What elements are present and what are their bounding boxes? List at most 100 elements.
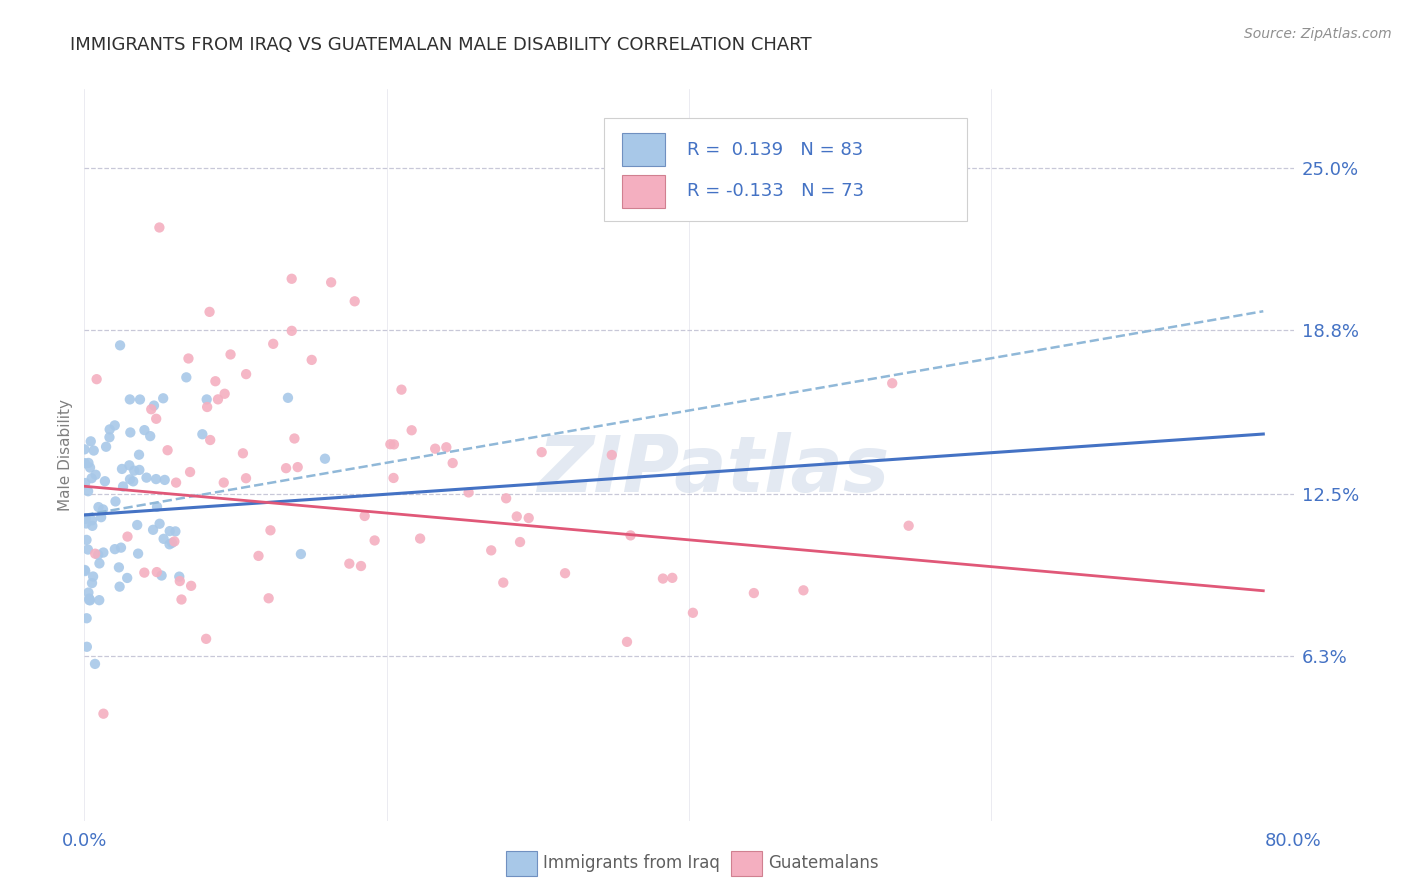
- Point: [79, 460, 101, 475]
- Point: [152, 532, 174, 546]
- Point: [277, 391, 299, 405]
- Point: [274, 461, 297, 475]
- Point: [257, 591, 280, 606]
- Point: [391, 383, 413, 397]
- Point: [219, 347, 242, 361]
- Point: [82, 519, 104, 533]
- Point: [148, 220, 170, 235]
- Point: [77, 542, 100, 557]
- Y-axis label: Male Disability: Male Disability: [58, 399, 73, 511]
- Point: [93, 545, 115, 559]
- Point: [619, 528, 641, 542]
- Point: [122, 464, 145, 478]
- Point: [76, 640, 98, 654]
- Point: [108, 580, 131, 594]
- Point: [176, 370, 198, 384]
- Point: [165, 524, 187, 539]
- Point: [554, 566, 576, 581]
- Point: [73, 456, 96, 470]
- Point: [108, 338, 131, 352]
- Point: [661, 571, 683, 585]
- Point: [301, 352, 323, 367]
- Point: [287, 460, 309, 475]
- Text: ZIPatlas: ZIPatlas: [537, 432, 889, 508]
- Point: [90, 510, 112, 524]
- Point: [111, 462, 134, 476]
- Point: [380, 437, 402, 451]
- Point: [122, 475, 145, 489]
- Point: [86, 372, 108, 386]
- Point: [616, 635, 638, 649]
- Point: [120, 425, 142, 440]
- Text: IMMIGRANTS FROM IRAQ VS GUATEMALAN MALE DISABILITY CORRELATION CHART: IMMIGRANTS FROM IRAQ VS GUATEMALAN MALE …: [70, 36, 811, 54]
- Point: [118, 392, 141, 407]
- Text: R = -0.133   N = 73: R = -0.133 N = 73: [686, 182, 863, 200]
- Point: [180, 579, 202, 593]
- Point: [195, 632, 218, 646]
- Point: [165, 475, 187, 490]
- Point: [363, 533, 385, 548]
- Point: [159, 524, 181, 538]
- Point: [150, 568, 173, 582]
- Point: [73, 512, 96, 526]
- Point: [118, 472, 141, 486]
- Point: [104, 418, 127, 433]
- Point: [495, 491, 517, 506]
- Point: [492, 575, 515, 590]
- Text: Guatemalans: Guatemalans: [768, 855, 879, 872]
- Point: [80, 576, 103, 591]
- Point: [530, 445, 553, 459]
- Point: [73, 563, 96, 577]
- Point: [343, 294, 366, 309]
- Point: [457, 485, 479, 500]
- Point: [290, 547, 312, 561]
- Point: [75, 564, 97, 578]
- Point: [77, 585, 100, 599]
- Point: [84, 467, 107, 482]
- Point: [118, 458, 141, 473]
- Point: [117, 530, 139, 544]
- Point: [76, 611, 98, 625]
- Point: [280, 324, 302, 338]
- Text: Immigrants from Iraq: Immigrants from Iraq: [543, 855, 720, 872]
- Point: [139, 429, 162, 443]
- Point: [198, 305, 221, 319]
- Point: [134, 566, 156, 580]
- Point: [195, 392, 218, 407]
- Point: [77, 484, 100, 499]
- Point: [94, 440, 117, 454]
- Point: [127, 518, 149, 533]
- Point: [80, 471, 103, 485]
- Point: [146, 565, 169, 579]
- Point: [314, 451, 336, 466]
- Point: [191, 427, 214, 442]
- Point: [98, 430, 121, 444]
- Point: [382, 471, 405, 485]
- Point: [159, 537, 181, 551]
- Point: [104, 494, 127, 508]
- Point: [517, 511, 540, 525]
- Point: [146, 500, 169, 514]
- Point: [75, 516, 97, 531]
- Point: [652, 572, 675, 586]
- Point: [152, 392, 174, 406]
- Point: [235, 471, 257, 485]
- Point: [232, 446, 254, 460]
- Point: [145, 472, 167, 486]
- Point: [169, 569, 191, 583]
- Point: [179, 465, 201, 479]
- Point: [479, 543, 502, 558]
- Point: [87, 500, 110, 514]
- Point: [169, 574, 191, 588]
- Point: [77, 591, 100, 606]
- Point: [163, 534, 186, 549]
- Point: [79, 593, 101, 607]
- Point: [80, 513, 103, 527]
- Point: [506, 509, 529, 524]
- Point: [337, 557, 360, 571]
- Point: [94, 474, 117, 488]
- Point: [434, 440, 457, 454]
- Point: [75, 511, 97, 525]
- Point: [77, 593, 100, 607]
- Point: [135, 470, 157, 484]
